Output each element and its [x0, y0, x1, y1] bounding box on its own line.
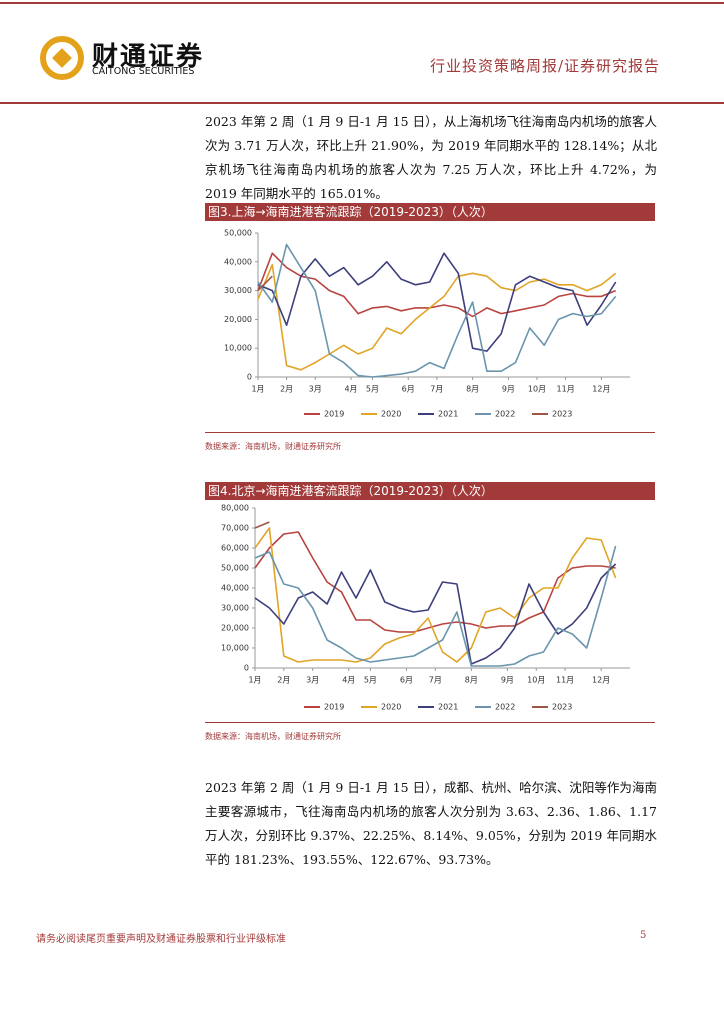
legend-label: 2022	[495, 703, 515, 712]
legend-label: 2020	[381, 703, 401, 712]
source: 数据来源：海南机场，财通证券研究所	[205, 732, 341, 741]
y-tick-label: 40,000	[221, 584, 249, 593]
y-tick-label: 10,000	[224, 344, 252, 353]
source-rule	[205, 432, 655, 433]
figure-title: 图3.上海→海南进港客流跟踪（2019-2023）（人次）	[205, 203, 655, 221]
series-line	[254, 545, 617, 667]
y-tick-label: 40,000	[224, 257, 252, 266]
footer-disclaimer: 请务必阅读尾页重要声明及财通证券股票和行业评级标准	[36, 934, 286, 945]
legend-label: 2022	[495, 410, 515, 419]
paragraph: 2023 年第 2 周（1 月 9 日-1 月 15 日），成都、杭州、哈尔滨、…	[205, 780, 657, 867]
legend-label: 2021	[438, 410, 458, 419]
paragraph: 2023 年第 2 周（1 月 9 日-1 月 15 日），从上海机场飞往海南岛…	[205, 114, 657, 201]
x-tick-label: 3月	[309, 385, 322, 394]
x-tick-label: 12月	[592, 676, 610, 685]
x-tick-label: 10月	[527, 676, 545, 685]
brand-en: CAITONG SECURITIES	[92, 66, 195, 77]
brand: 财通证券	[92, 42, 205, 72]
series-line	[257, 243, 617, 378]
x-tick-label: 5月	[364, 676, 377, 685]
series-line	[257, 263, 617, 371]
y-tick-label: 20,000	[221, 624, 249, 633]
report-type: 行业投资策略周报/证券研究报告	[430, 57, 661, 75]
series-line	[254, 563, 617, 665]
source: 数据来源：海南机场，财通证券研究所	[205, 442, 341, 451]
x-tick-label: 12月	[592, 385, 610, 394]
x-tick-label: 9月	[501, 676, 514, 685]
x-tick-label: 11月	[556, 676, 574, 685]
y-tick-label: 50,000	[224, 229, 252, 238]
x-tick-label: 4月	[342, 676, 355, 685]
x-tick-label: 8月	[465, 676, 478, 685]
top-rule	[0, 2, 724, 4]
source-rule	[205, 722, 655, 723]
y-tick-label: 30,000	[224, 286, 252, 295]
x-tick-label: 7月	[430, 385, 443, 394]
page-number: 5	[640, 930, 647, 941]
series-line	[254, 531, 616, 633]
legend-label: 2019	[324, 410, 344, 419]
series-line	[254, 521, 270, 529]
y-tick-label: 20,000	[224, 315, 252, 324]
series-line	[257, 252, 617, 352]
legend-label: 2023	[552, 410, 572, 419]
y-tick-label: 10,000	[221, 644, 249, 653]
chart: 0 10,000 20,000 30,000 40,000 50,000 1月 2月 3月 4月 5…	[224, 229, 630, 419]
x-tick-label: 2月	[280, 385, 293, 394]
y-tick-label: 0	[247, 373, 252, 382]
x-tick-label: 5月	[366, 385, 379, 394]
chart: 0 10,000 20,000 30,000 40,000 50,000 60,000 70,…	[221, 504, 630, 712]
x-tick-label: 9月	[502, 385, 515, 394]
x-tick-label: 1月	[248, 676, 261, 685]
legend-label: 2020	[381, 410, 401, 419]
x-tick-label: 4月	[344, 385, 357, 394]
x-tick-label: 11月	[557, 385, 575, 394]
x-tick-label: 10月	[528, 385, 546, 394]
x-tick-label: 6月	[400, 676, 413, 685]
y-tick-label: 50,000	[221, 564, 249, 573]
x-tick-label: 7月	[429, 676, 442, 685]
y-tick-label: 0	[244, 664, 249, 673]
figure-title: 图4.北京→海南进港客流跟踪（2019-2023）（人次）	[205, 482, 655, 500]
y-tick-label: 60,000	[221, 544, 249, 553]
legend-label: 2023	[552, 703, 572, 712]
x-tick-label: 3月	[306, 676, 319, 685]
x-tick-label: 8月	[466, 385, 479, 394]
series-line	[254, 527, 617, 663]
x-tick-label: 6月	[402, 385, 415, 394]
x-tick-label: 1月	[251, 385, 264, 394]
logo	[40, 36, 84, 80]
y-tick-label: 30,000	[221, 604, 249, 613]
y-tick-label: 70,000	[221, 524, 249, 533]
y-tick-label: 80,000	[221, 504, 249, 513]
series-line	[257, 252, 617, 318]
legend-label: 2021	[438, 703, 458, 712]
legend-label: 2019	[324, 703, 344, 712]
header-rule	[0, 102, 724, 104]
x-tick-label: 2月	[277, 676, 290, 685]
series-line	[257, 275, 273, 292]
